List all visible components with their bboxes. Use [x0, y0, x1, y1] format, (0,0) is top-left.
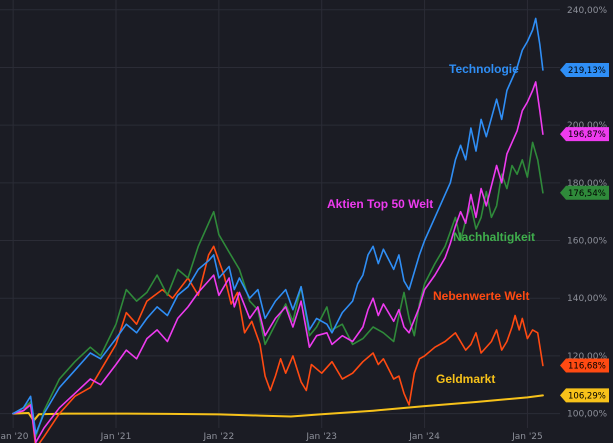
- x-tick-label: Jan '22: [203, 432, 235, 442]
- last-value-badges: 106,29% 116,68% 176,54% 196,87% 219,13%: [560, 62, 609, 403]
- badge-value: 196,87%: [568, 130, 606, 140]
- last-value-badge: 106,29%: [560, 388, 609, 403]
- series-line-nebenwerte-welt: [12, 245, 544, 443]
- x-tick-label: Jan '20: [0, 432, 29, 442]
- series-label: Nebenwerte Welt: [433, 289, 529, 303]
- series-lines: [12, 17, 544, 443]
- series-line-geldmarkt: [12, 394, 544, 422]
- series-line-nachhaltigkeit: [12, 141, 544, 438]
- badge-shape: [560, 127, 609, 142]
- x-tick-label: Jan '23: [305, 432, 337, 442]
- last-value-badge: 196,87%: [560, 127, 609, 142]
- x-axis: Jan '20 Jan '21 Jan '22 Jan '23 Jan '24 Jan '…: [0, 432, 543, 442]
- series-line-technologie: [12, 17, 544, 435]
- x-tick-label: Jan '24: [408, 432, 440, 442]
- badge-value: 176,54%: [568, 189, 606, 199]
- y-tick-label: 100,00%: [567, 410, 607, 420]
- y-tick-label: 120,00%: [567, 352, 607, 362]
- y-tick-label: 240,00%: [567, 6, 607, 16]
- series-labels: Geldmarkt Nebenwerte Welt Nachhaltigkeit Ak…: [327, 62, 535, 386]
- last-value-badge: 219,13%: [560, 62, 609, 77]
- badge-shape: [560, 388, 609, 403]
- x-tick-label: Jan '21: [100, 432, 132, 442]
- badge-shape: [560, 358, 609, 373]
- series-label: Technologie: [449, 62, 519, 76]
- badge-shape: [560, 62, 609, 77]
- badge-shape: [560, 185, 609, 200]
- series-label: Geldmarkt: [436, 372, 495, 386]
- y-tick-label: 160,00%: [567, 237, 607, 247]
- y-tick-label: 140,00%: [567, 294, 607, 304]
- series-label: Nachhaltigkeit: [453, 230, 535, 244]
- last-value-badge: 176,54%: [560, 185, 609, 200]
- badge-value: 116,68%: [568, 361, 606, 371]
- last-value-badge: 116,68%: [560, 358, 609, 373]
- series-line-aktien-top-50-welt: [12, 81, 544, 443]
- series-label: Aktien Top 50 Welt: [327, 197, 433, 211]
- badge-value: 219,13%: [568, 66, 606, 76]
- badge-value: 106,29%: [568, 391, 606, 401]
- y-tick-label: 180,00%: [567, 179, 607, 189]
- x-tick-label: Jan '25: [511, 432, 543, 442]
- y-tick-label: 200,00%: [567, 121, 607, 131]
